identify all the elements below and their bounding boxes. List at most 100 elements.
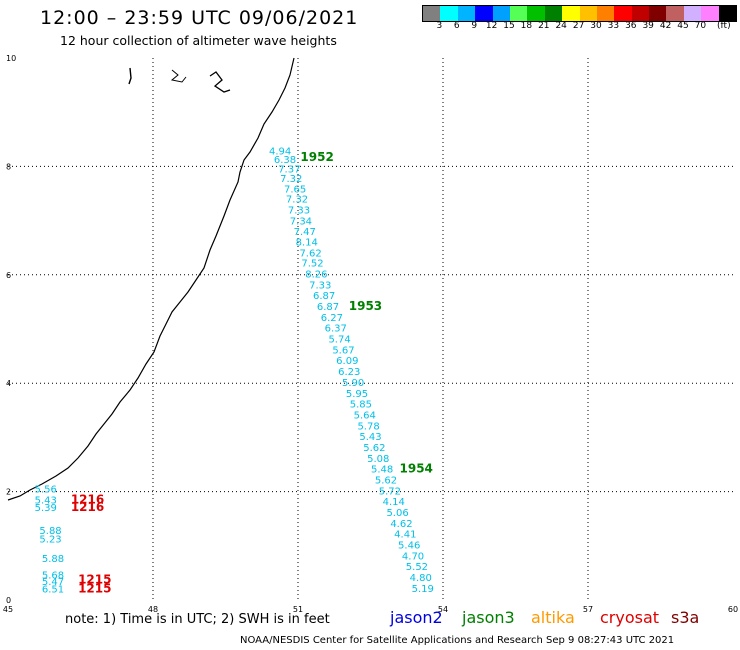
legend-label: 36 [625,21,637,31]
legend-swatch [544,6,563,21]
legend-label: 42 [659,21,672,31]
swh-value: 5.23 [39,535,61,546]
x-tick-label: 54 [438,605,448,614]
legend-label: (ft) [717,21,731,31]
legend-swatch [492,6,510,21]
legend-swatch [718,6,737,21]
map-footer: NOAA/NESDIS Center for Satellite Applica… [240,635,675,646]
y-tick-label: 0 [6,596,11,605]
x-tick-label: 45 [3,605,13,614]
altimeter-tracks: 4.946.387.377.327.657.327.337.347.478.14… [35,146,434,595]
swh-value: 8.26 [305,270,327,281]
legend-swatch [527,6,545,21]
legend-swatch [649,6,667,21]
swh-value: 5.67 [332,345,354,356]
swh-value: 6.37 [325,324,347,335]
swh-value: 5.39 [35,503,57,514]
legend-swatch [562,6,580,21]
x-tick-label: 48 [148,605,158,614]
swh-value: 5.43 [359,432,381,443]
swh-value: 5.74 [328,335,350,346]
swh-value: 4.70 [402,551,424,562]
legend-swatch [631,6,650,21]
x-tick-label: 60 [728,605,738,614]
swh-value: 5.43 [35,496,57,507]
legend-label: 6 [453,21,460,31]
y-tick-label: 10 [6,54,16,63]
swh-value: 6.38 [274,155,296,166]
legend-label: 39 [642,21,654,31]
legend-swatch [457,6,476,21]
y-tick-label: 4 [6,379,11,388]
legend-label: 21 [538,21,550,31]
swh-value: 7.34 [290,216,312,227]
swh-value: 4.41 [394,530,416,541]
color-legend-labels: 3 6 9 12 15 18 21 24 27 30 33 36 39 42 45 70 (ft) [422,21,740,33]
color-legend [422,5,738,22]
swh-value: 5.47 [42,577,64,588]
swh-value: 8.14 [296,238,318,249]
swh-value: 5.88 [39,526,61,537]
swh-value: 7.47 [294,227,316,238]
y-tick-label: 6 [6,271,11,280]
island-3 [209,71,231,93]
satellite-cryosat: cryosat [600,608,660,627]
time-label: 1216 [71,493,104,507]
swh-value: 5.52 [406,562,428,573]
time-label: 1953 [349,299,382,313]
swh-value: 7.32 [286,195,308,206]
swh-value: 6.51 [42,584,64,595]
swh-value: 4.62 [390,519,412,530]
legend-label: 3 [436,21,443,31]
swh-value: 5.72 [379,486,401,497]
swh-value: 6.87 [313,291,335,302]
legend-label: 15 [503,21,515,31]
legend-swatch [701,6,719,21]
swh-value: 7.52 [301,259,323,270]
swh-value: 5.56 [35,485,57,496]
time-label: 1954 [400,462,433,476]
map-title: 12:00 – 23:59 UTC 09/06/2021 [40,7,359,29]
legend-label: 30 [590,21,602,31]
swh-value: 5.90 [342,378,364,389]
map-grid [8,58,733,600]
legend-swatch [423,6,441,21]
swh-value: 5.64 [354,410,376,421]
swh-value: 6.27 [321,313,343,324]
swh-value: 5.46 [398,541,420,552]
time-label: 1215 [78,581,111,595]
swh-value: 6.87 [317,302,339,313]
y-tick-label: 8 [6,162,11,171]
satellite-altika: altika [531,608,575,627]
legend-label: 9 [471,21,478,31]
swh-value: 6.09 [336,356,358,367]
swh-value: 4.94 [269,146,291,157]
legend-label: 18 [520,21,533,31]
swh-value: 5.48 [371,465,393,476]
time-label: 1952 [300,150,333,164]
legend-swatch [440,6,458,21]
y-tick-label: 2 [6,488,11,497]
legend-swatch [683,6,702,21]
swh-value: 7.32 [280,174,302,185]
legend-label: 45 [677,21,689,31]
swh-value: 7.37 [278,164,300,175]
x-tick-label: 51 [293,605,303,614]
satellite-jason2: jason2 [390,608,443,627]
legend-label: 70 [694,21,707,31]
swh-value: 5.88 [42,554,64,565]
swh-value: 5.78 [357,421,379,432]
swh-value: 7.33 [288,206,310,217]
legend-swatch [579,6,597,21]
legend-swatch [475,6,493,21]
legend-swatch [509,6,528,21]
swh-value: 5.95 [346,389,368,400]
swh-value: 7.65 [284,184,306,195]
swh-value: 5.68 [42,570,64,581]
swh-value: 4.80 [410,573,432,584]
swh-value: 7.62 [299,248,321,259]
x-tick-label: 57 [583,605,593,614]
axis-ticks: 45 48 51 54 57 60 0 2 4 6 8 10 [3,54,738,614]
time-label: 1216 [71,500,104,514]
